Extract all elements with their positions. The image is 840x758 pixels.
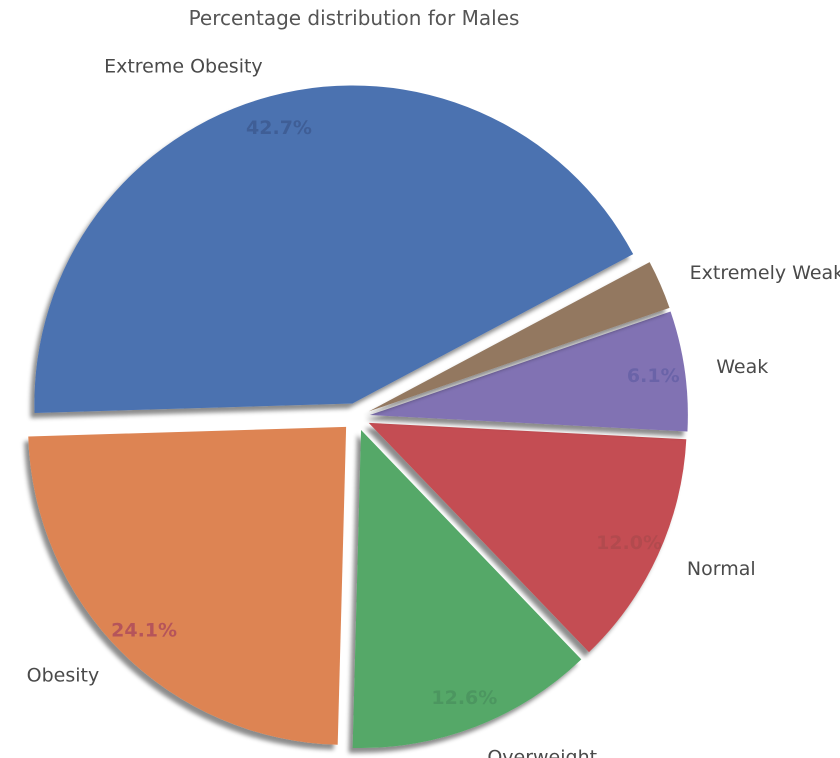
pie-slice-overweight bbox=[352, 430, 582, 749]
pie-slice-obesity bbox=[28, 426, 347, 745]
slice-label-extremely-weak: Extremely Weak bbox=[690, 262, 840, 284]
pct-label-obesity: 24.1% bbox=[111, 620, 177, 642]
pie-slice-extremely-weak bbox=[368, 262, 670, 412]
pct-label-normal: 12.0% bbox=[596, 532, 662, 554]
slice-label-overweight: Overweight bbox=[487, 746, 597, 758]
slice-label-obesity: Obesity bbox=[27, 665, 100, 687]
pie-slice-extreme-obesity bbox=[34, 85, 634, 414]
chart-title: Percentage distribution for Males bbox=[189, 6, 520, 30]
pie-slice-normal bbox=[368, 422, 687, 653]
pct-label-overweight: 12.6% bbox=[431, 687, 497, 709]
pct-label-extreme-obesity: 42.7% bbox=[246, 117, 312, 139]
pie-slice-weak bbox=[369, 311, 688, 432]
slice-label-normal: Normal bbox=[687, 558, 756, 580]
slice-label-extreme-obesity: Extreme Obesity bbox=[104, 55, 263, 77]
pct-label-weak: 6.1% bbox=[627, 365, 680, 387]
slice-label-weak: Weak bbox=[716, 356, 768, 378]
